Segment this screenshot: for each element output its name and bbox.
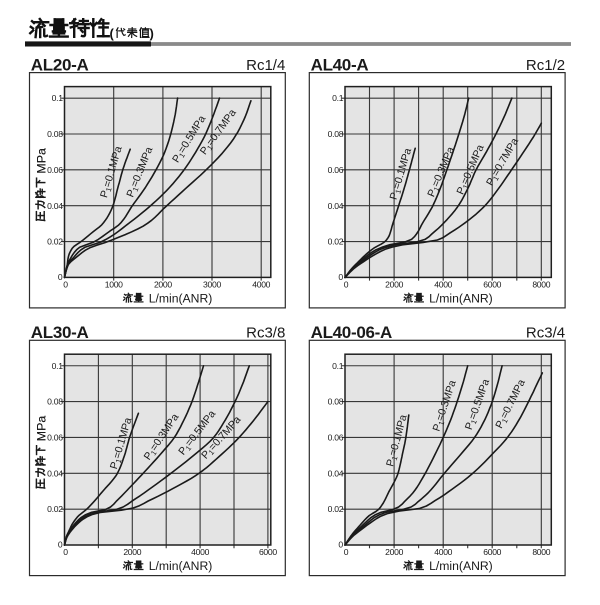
svg-text:0: 0: [338, 272, 343, 282]
svg-text:0: 0: [63, 279, 68, 289]
svg-text:0.06: 0.06: [328, 165, 344, 175]
svg-text:): ): [150, 26, 154, 41]
svg-text:3000: 3000: [203, 279, 221, 289]
svg-text:2000: 2000: [385, 547, 403, 557]
svg-text:L/min(ANR): L/min(ANR): [429, 291, 493, 305]
svg-text:Rc3/4: Rc3/4: [526, 325, 565, 342]
svg-text:L/min(ANR): L/min(ANR): [149, 559, 213, 573]
svg-text:Rc3/8: Rc3/8: [246, 325, 285, 342]
svg-text:0.02: 0.02: [47, 237, 63, 247]
svg-text:2000: 2000: [385, 279, 403, 289]
svg-text:0: 0: [338, 539, 343, 549]
svg-text:0: 0: [63, 547, 68, 557]
svg-text:8000: 8000: [532, 547, 550, 557]
svg-text:0.04: 0.04: [47, 468, 63, 478]
svg-text:AL20-A: AL20-A: [31, 55, 89, 74]
svg-text:0.08: 0.08: [328, 129, 344, 139]
svg-text:4000: 4000: [252, 279, 270, 289]
svg-text:0.02: 0.02: [328, 237, 344, 247]
svg-text:0.08: 0.08: [47, 397, 63, 407]
svg-text:0.04: 0.04: [328, 468, 344, 478]
svg-text:4000: 4000: [434, 547, 452, 557]
svg-text:4000: 4000: [191, 547, 209, 557]
svg-text:4000: 4000: [434, 279, 452, 289]
svg-text:Rc1/4: Rc1/4: [246, 57, 285, 74]
svg-text:0.06: 0.06: [47, 165, 63, 175]
svg-text:MPa: MPa: [35, 148, 49, 174]
svg-text:L/min(ANR): L/min(ANR): [149, 291, 213, 305]
svg-text:0: 0: [344, 547, 349, 557]
svg-text:(: (: [110, 26, 115, 41]
svg-text:L/min(ANR): L/min(ANR): [429, 559, 493, 573]
svg-text:MPa: MPa: [35, 148, 49, 174]
svg-text:AL40-06-A: AL40-06-A: [311, 323, 392, 342]
svg-text:0.04: 0.04: [328, 201, 344, 211]
svg-text:0.06: 0.06: [47, 433, 63, 443]
svg-text:6000: 6000: [259, 547, 277, 557]
svg-text:0.08: 0.08: [47, 129, 63, 139]
svg-text:0.02: 0.02: [328, 504, 344, 514]
svg-text:6000: 6000: [483, 547, 501, 557]
svg-text:8000: 8000: [532, 279, 550, 289]
svg-text:0: 0: [58, 272, 63, 282]
svg-text:MPa: MPa: [35, 416, 49, 442]
svg-text:0.1: 0.1: [332, 93, 344, 103]
svg-text:0.02: 0.02: [47, 504, 63, 514]
svg-text:6000: 6000: [483, 279, 501, 289]
svg-text:0: 0: [344, 279, 349, 289]
svg-text:AL30-A: AL30-A: [31, 323, 89, 342]
svg-text:0.1: 0.1: [52, 361, 64, 371]
svg-text:0.04: 0.04: [47, 201, 63, 211]
svg-text:AL40-A: AL40-A: [311, 55, 369, 74]
svg-text:0.1: 0.1: [332, 361, 344, 371]
svg-text:2000: 2000: [123, 547, 141, 557]
svg-text:0.08: 0.08: [328, 397, 344, 407]
svg-text:Rc1/2: Rc1/2: [526, 57, 565, 74]
svg-text:0: 0: [58, 539, 63, 549]
svg-text:MPa: MPa: [35, 416, 49, 442]
svg-text:1000: 1000: [105, 279, 123, 289]
svg-text:0.06: 0.06: [328, 433, 344, 443]
svg-text:2000: 2000: [154, 279, 172, 289]
svg-text:0.1: 0.1: [52, 93, 64, 103]
